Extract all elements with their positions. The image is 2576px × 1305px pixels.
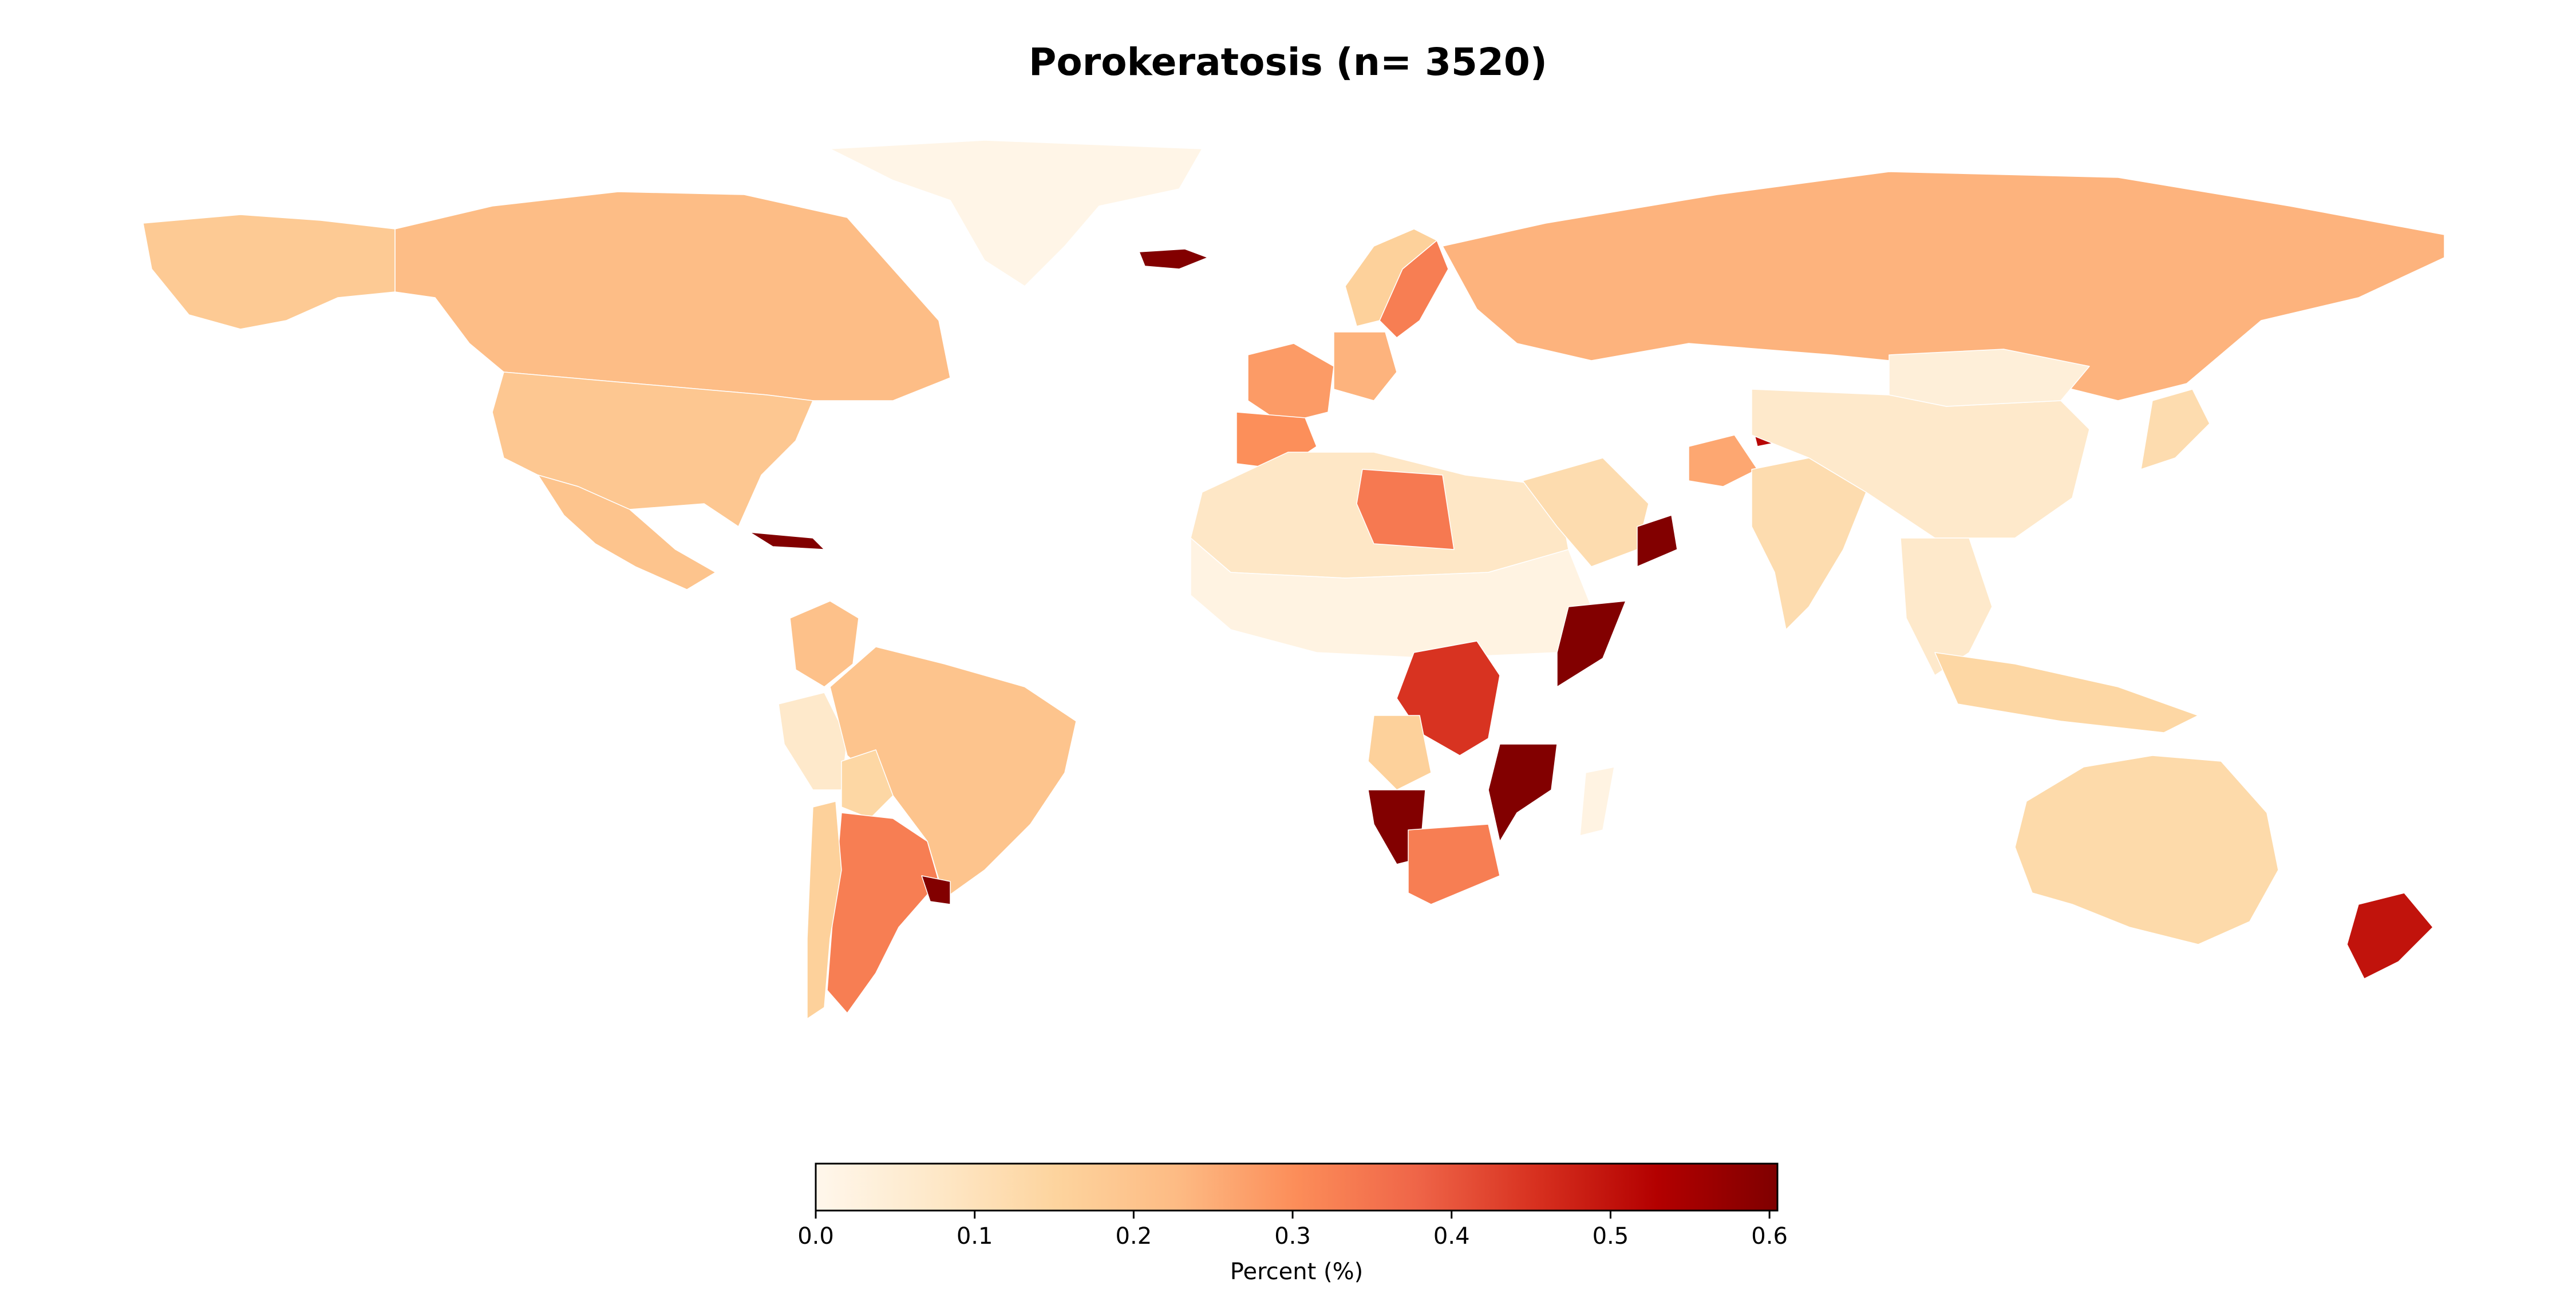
region-chile [807, 801, 842, 1019]
region-bolivia [841, 749, 894, 819]
region-iceland [1139, 248, 1208, 270]
region-libya [1356, 469, 1455, 550]
colorbar-tick-label: 0.5 [1593, 1223, 1629, 1249]
colorbar-tick-label: 0.1 [957, 1223, 993, 1249]
region-madagascar [1579, 766, 1615, 836]
region-japan [2140, 389, 2210, 470]
region-united-states [492, 371, 813, 527]
colorbar-ticks: 0.0 0.1 0.2 0.3 0.4 0.5 0.6 [797, 1211, 1788, 1249]
colorbar-label: Percent (%) [1230, 1259, 1363, 1285]
region-oman [1637, 515, 1678, 567]
region-southeast-asia [1900, 537, 1993, 676]
region-australia [2014, 755, 2279, 945]
colorbar-gradient [815, 1162, 1779, 1212]
region-afghanistan [1688, 434, 1758, 487]
region-canada [394, 191, 951, 401]
region-mexico [538, 474, 716, 590]
region-cuba [749, 532, 825, 550]
region-argentina [827, 812, 939, 1014]
region-alaska [143, 214, 396, 330]
region-new-zealand [2346, 892, 2433, 979]
region-germany [1333, 331, 1397, 401]
region-russia [1442, 171, 2445, 401]
region-angola [1368, 715, 1432, 790]
map-title: Porokeratosis (n= 3520) [1029, 40, 1547, 84]
region-uruguay [921, 875, 951, 905]
region-colombia [789, 600, 859, 687]
region-indonesia [1934, 652, 2199, 733]
colorbar-tick-label: 0.4 [1433, 1223, 1470, 1249]
region-dr-congo [1396, 640, 1500, 756]
colorbar-tick-label: 0.0 [797, 1223, 834, 1249]
colorbar-tick-label: 0.3 [1274, 1223, 1311, 1249]
world-map [143, 140, 2445, 1019]
region-mozambique [1488, 744, 1558, 842]
region-france [1247, 343, 1334, 424]
country-layer [143, 140, 2445, 1019]
region-norway [1345, 228, 1437, 327]
region-mongolia [1888, 349, 2090, 407]
colorbar-tick-label: 0.6 [1751, 1223, 1788, 1249]
region-somalia [1556, 600, 1626, 687]
colorbar-tick-label: 0.2 [1116, 1223, 1152, 1249]
region-greenland [829, 140, 1203, 287]
region-south-africa [1408, 824, 1500, 905]
